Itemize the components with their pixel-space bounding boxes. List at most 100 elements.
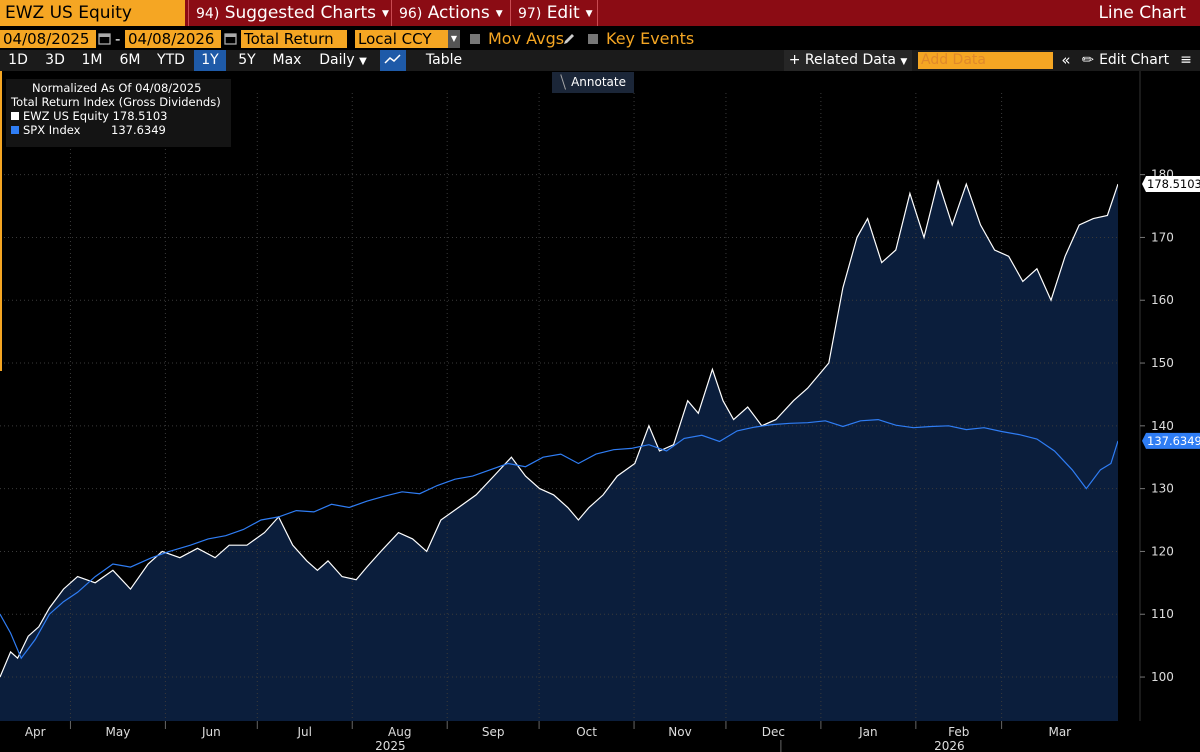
edit-chart-label: Edit Chart [1099,52,1170,68]
frequency-dropdown[interactable]: Daily ▼ [312,50,374,71]
x-month-label: Oct [576,725,597,739]
x-year-label: 2026 [934,739,965,752]
legend-name: SPX Index [23,123,81,137]
x-month-label: Apr [25,725,46,739]
table-button[interactable]: Table [425,52,463,68]
metric-field[interactable]: Total Return [241,30,347,48]
x-month-label: Sep [482,725,505,739]
range-1d-button[interactable]: 1D [8,52,28,68]
menu-label: Edit [546,3,580,23]
menu-number: 96) [399,6,423,22]
x-month-label: Jan [858,725,878,739]
frequency-label: Daily [319,52,355,68]
price-chart: 100110120130140150160170180178.5103137.6… [0,71,1200,752]
key-events-label: Key Events [606,29,695,48]
ewz-line-last-value-tag: 178.5103 [1142,176,1200,193]
mov-avgs-label: Mov Avgs [488,29,565,48]
menu-label: Suggested Charts [224,3,377,23]
pencil-icon[interactable] [562,32,576,46]
x-month-label: May [106,725,131,739]
calendar-icon[interactable] [224,31,237,45]
related-data-label: Related Data [804,52,896,68]
y-tick-label: 100 [1151,670,1174,684]
annotate-button[interactable]: ╱ Annotate [552,72,634,93]
caret-down-icon: ▼ [382,9,389,19]
y-tick-label: 170 [1151,230,1174,244]
edit-chart-button[interactable]: ✎ Edit Chart [1078,50,1172,71]
collapse-chevrons-icon[interactable]: « [1061,51,1071,69]
x-month-label: Dec [762,725,785,739]
range-5y-button[interactable]: 5Y [238,52,256,68]
y-axis: 100110120130140150160170180178.5103137.6… [1118,71,1200,752]
legend-entry-spx[interactable]: SPX Index 137.6349 [6,123,231,137]
left-accent-edge [0,71,2,371]
x-month-label: Feb [948,725,969,739]
range-1y-button[interactable]: 1Y [194,50,226,71]
mov-avgs-checkbox[interactable] [470,34,480,44]
y-tick-label: 150 [1151,356,1174,370]
ticker-field[interactable]: EWZ US Equity [0,0,185,26]
add-data-input[interactable]: Add Data [918,52,1053,69]
line-chart-toggle[interactable] [380,50,406,71]
end-date-field[interactable]: 04/08/2026 [125,30,221,48]
area-fill-layer [0,180,1118,721]
x-axis: Apr May Jun Jul Aug Sep Oct Nov Dec Jan Feb Mar 2025… [0,721,1200,752]
range-max-button[interactable]: Max [272,52,302,68]
legend-index-line: Total Return Index (Gross Dividends) [11,95,221,109]
line-chart-icon [384,54,401,64]
currency-dropdown[interactable]: Local CCY [355,30,448,48]
ewz-area-fill [0,180,1118,721]
spx-line-last-value-tag: 137.6349 [1142,432,1200,449]
y-tick-label: 110 [1151,607,1174,621]
plus-icon: + [788,52,801,68]
last-value-label: 178.5103 [1147,177,1200,191]
pencil-icon: ✎ [1078,50,1099,70]
chart-type-title: Line Chart [1098,3,1186,23]
spx-line [0,418,1119,660]
y-tick-label: 130 [1151,482,1174,496]
top-menu-bar [0,0,1200,26]
x-month-label: Jun [201,725,221,739]
chart-legend: Normalized As Of 04/08/2025 Total Return… [6,79,231,147]
caret-down-icon: ▼ [495,9,503,19]
chevron-down-icon[interactable]: ▼ [448,30,460,48]
related-data-button[interactable]: + Related Data ▼ [784,50,912,71]
x-month-label: Mar [1048,725,1071,739]
range-1m-button[interactable]: 1M [81,52,103,68]
suggested-charts-menu[interactable]: 94) Suggested Charts ▼ [188,0,391,26]
gridlines [0,93,1118,721]
more-options-icon[interactable]: ≡ [1180,52,1192,68]
menu-number: 97) [518,6,542,22]
legend-value: 137.6349 [111,123,166,137]
calendar-icon[interactable] [98,31,111,45]
key-events-checkbox[interactable] [588,34,598,44]
legend-swatch [11,126,19,134]
caret-down-icon: ▼ [900,57,908,67]
legend-name: EWZ US Equity [23,109,109,123]
x-month-label: Nov [668,725,691,739]
x-month-label: Aug [388,725,411,739]
legend-entry-ewz[interactable]: EWZ US Equity 178.5103 [6,109,231,123]
x-month-label: Jul [297,725,312,739]
x-axis-panel [0,721,1200,752]
actions-menu[interactable]: 96) Actions ▼ [391,0,510,26]
start-date-field[interactable]: 04/08/2025 [0,30,96,48]
caret-down-icon: ▼ [585,9,593,19]
legend-value: 178.5103 [112,109,168,123]
last-value-label: 137.6349 [1147,434,1200,448]
caret-down-icon: ▼ [359,56,367,67]
annotate-label: Annotate [571,75,626,89]
y-tick-label: 120 [1151,544,1174,558]
legend-normalized-line: Normalized As Of 04/08/2025 [32,81,202,95]
menu-label: Actions [427,3,490,23]
ewz-line [0,178,1119,678]
range-ytd-button[interactable]: YTD [157,52,185,68]
legend-swatch [11,112,19,120]
y-tick-label: 160 [1151,293,1174,307]
menu-number: 94) [196,6,220,22]
options-row: 04/08/2025 - 04/08/2026 Total Return Loc… [0,28,1200,50]
range-3d-button[interactable]: 3D [45,52,65,68]
edit-menu[interactable]: 97) Edit ▼ [510,0,598,26]
series-lines [0,178,1119,678]
range-6m-button[interactable]: 6M [119,52,141,68]
